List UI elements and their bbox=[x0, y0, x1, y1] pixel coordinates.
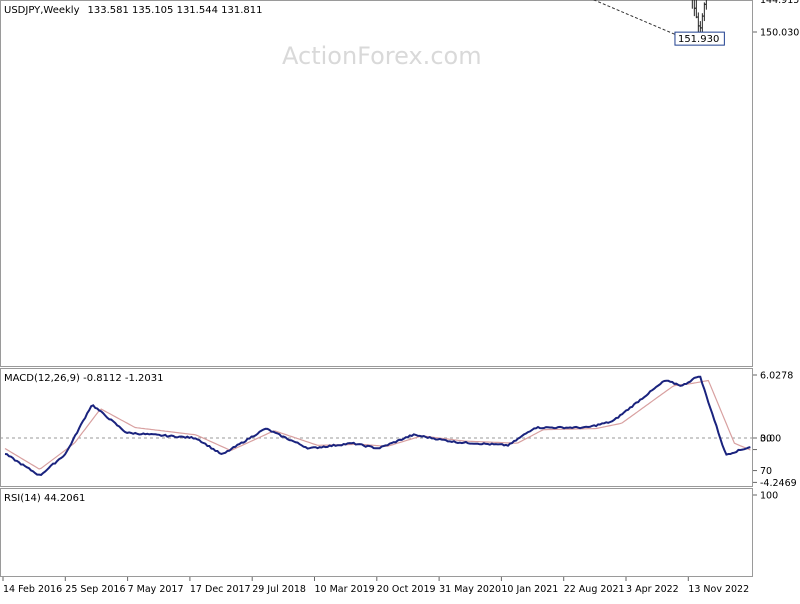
macd-signal-line bbox=[4, 379, 751, 470]
main-ytick-label: 144.915 bbox=[760, 0, 799, 6]
xtick-label: 20 Oct 2019 bbox=[377, 584, 436, 595]
main-panel bbox=[0, 0, 753, 367]
xtick-label: 14 Feb 2016 bbox=[3, 584, 62, 595]
rsi-panel bbox=[0, 488, 753, 577]
xtick-label: 29 Jul 2018 bbox=[252, 584, 306, 595]
rsi-ytick-label: 30 bbox=[760, 434, 772, 445]
xtick-label: 22 Aug 2021 bbox=[564, 584, 625, 595]
main-ytick-label: 150.030 bbox=[760, 28, 799, 39]
macd-panel bbox=[0, 368, 753, 487]
price-bar bbox=[691, 0, 693, 9]
price-bar bbox=[704, 0, 707, 10]
xtick-label: 7 May 2017 bbox=[128, 584, 184, 595]
xtick-label: 31 May 2020 bbox=[439, 584, 501, 595]
macd-title: MACD(12,26,9) -0.8112 -1.2031 bbox=[4, 373, 164, 384]
xtick-label: 3 Apr 2022 bbox=[626, 584, 679, 595]
macd-ytick-label: 0.00 bbox=[760, 434, 781, 445]
watermark: ActionForex.com bbox=[282, 42, 482, 70]
main-title: USDJPY,Weekly 133.581 135.105 131.544 131… bbox=[4, 5, 262, 16]
xtick-label: 25 Sep 2016 bbox=[65, 584, 125, 595]
xtick-label: 10 Jan 2021 bbox=[501, 584, 558, 595]
macd-ytick-label: 6.0278 bbox=[760, 371, 793, 382]
rsi-ytick-label: 70 bbox=[760, 466, 772, 477]
rsi-last-box bbox=[754, 443, 776, 456]
macd-line bbox=[4, 375, 751, 476]
macd-ytick-label: -4.2469 bbox=[760, 478, 797, 489]
xtick-label: 10 Mar 2019 bbox=[315, 584, 375, 595]
annotation-0: 151.930 bbox=[674, 31, 725, 46]
xtick-label: 13 Nov 2022 bbox=[688, 584, 749, 595]
xtick-label: 17 Dec 2017 bbox=[190, 584, 251, 595]
annotation-box bbox=[674, 31, 725, 46]
annotation-label: 151.930 bbox=[678, 34, 719, 45]
rsi-ytick-label: 100 bbox=[760, 491, 778, 502]
rsi-title: RSI(14) 44.2061 bbox=[4, 493, 85, 504]
